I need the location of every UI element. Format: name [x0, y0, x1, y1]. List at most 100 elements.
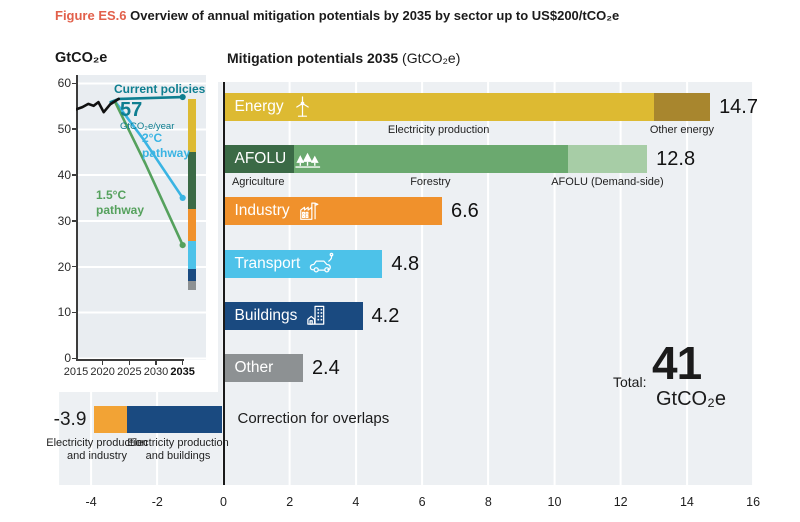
- inset-x-tick-2015: 2015: [63, 366, 89, 378]
- inset-y-tick-10: 10: [57, 305, 71, 320]
- bar-segment: [293, 145, 568, 174]
- inset-y-tick-50: 50: [57, 122, 71, 137]
- inset-y-tick-0: 0: [64, 351, 71, 366]
- value-label-other: 2.4: [311, 357, 340, 379]
- x-tick-2: 2: [286, 495, 294, 509]
- zero-axis-line: [222, 82, 225, 485]
- wind-turbine-icon: [292, 95, 313, 119]
- x-tick--4: -4: [85, 495, 97, 509]
- x-tick-4: 4: [352, 495, 360, 509]
- inset-plot-area: [76, 75, 206, 360]
- inset-y-tickmark: [71, 82, 76, 85]
- wedge-afolu: [188, 152, 196, 210]
- value-label-transport: 4.8: [391, 252, 420, 275]
- bar-label-text: AFOLU: [234, 150, 287, 168]
- bar-label-text: Energy: [234, 98, 284, 115]
- bar-label-text: Transport: [234, 254, 301, 272]
- bar-segment: [224, 354, 303, 382]
- inset-x-tickmark: [181, 360, 184, 365]
- car-icon: [308, 252, 337, 276]
- series-end-dot: [179, 194, 186, 201]
- value-label-afolu: 12.8: [656, 148, 696, 171]
- x-tick-12: 12: [613, 495, 628, 509]
- inset-lines-svg: [76, 93, 186, 249]
- bar-buildings: Buildings: [224, 301, 363, 330]
- bar-segment: [224, 249, 383, 278]
- value-label-buildings: 4.2: [371, 304, 400, 327]
- trees-icon: [294, 150, 323, 169]
- wedge-transport: [188, 241, 196, 269]
- x-tick--2: -2: [151, 495, 163, 509]
- bar-segment: [653, 93, 711, 121]
- correction-segment: [127, 406, 223, 433]
- building-icon: [305, 303, 328, 328]
- bar-industry: Industry: [224, 197, 442, 226]
- bar-segment: [224, 145, 294, 174]
- inset-x-tickmark: [128, 360, 131, 365]
- inset-y-axis-label: GtCO₂e: [55, 50, 108, 66]
- factory-icon: [298, 199, 322, 223]
- value-label-industry: 6.6: [450, 200, 479, 223]
- inset-y-tickmark: [71, 265, 76, 268]
- figure-title-text: Overview of annual mitigation potentials…: [130, 8, 620, 23]
- inset-x-tickmark: [155, 360, 157, 365]
- value-label-energy: 14.7: [719, 96, 758, 118]
- main-chart-title-bold: Mitigation potentials 2035: [227, 50, 399, 66]
- inset-x-tick-2020: 2020: [90, 366, 115, 378]
- bar-label-afolu: AFOLU: [235, 145, 324, 173]
- wedge-energy: [188, 99, 196, 153]
- figure-tag: Figure ES.6: [55, 8, 127, 23]
- inset-x-tick-2030: 2030: [143, 366, 169, 378]
- bar-label-transport: Transport: [235, 250, 338, 278]
- x-tick-14: 14: [679, 495, 694, 509]
- inset-y-tick-60: 60: [57, 76, 71, 91]
- segment-label: Other energy: [649, 124, 715, 136]
- inset-y-tickmark: [71, 311, 76, 314]
- figure-title: Figure ES.6 Overview of annual mitigatio…: [55, 8, 619, 23]
- annotation-57: 57: [120, 99, 143, 121]
- wedge-buildings: [188, 268, 196, 282]
- bar-segment: [224, 197, 442, 226]
- annotation-57-unit: GtCO₂e/year: [120, 121, 175, 132]
- inset-y-tick-30: 30: [57, 213, 71, 228]
- bar-afolu: AFOLU: [224, 145, 648, 174]
- two-deg-pathway-label: 2°C pathway: [142, 131, 191, 160]
- main-chart-title: Mitigation potentials 2035 (GtCO₂e): [227, 50, 460, 66]
- total-value: 41: [652, 337, 702, 389]
- bar-label-energy: Energy: [235, 93, 313, 121]
- inset-x-tick-2035: 2035: [170, 366, 195, 378]
- bar-label-industry: Industry: [235, 197, 322, 225]
- inset-y-tickmark: [71, 357, 76, 360]
- x-tick-16: 16: [746, 495, 761, 509]
- inset-y-tickmark: [71, 174, 76, 176]
- inset-y-axis: [76, 75, 78, 361]
- segment-label: Agriculture: [231, 176, 285, 189]
- inset-x-tickmark: [101, 360, 104, 365]
- series-historical: [76, 97, 121, 114]
- bar-label-text: Industry: [234, 202, 290, 220]
- x-tick-6: 6: [418, 495, 426, 509]
- segment-label: AFOLU (Demand-side): [551, 176, 664, 189]
- one-five-deg-pathway-label: 1.5°C pathway: [96, 188, 145, 217]
- current-policies-label: Current policies: [114, 82, 206, 96]
- segment-label: Electricity production: [387, 124, 490, 136]
- correction-segment-label: Electricity production and industry: [46, 437, 148, 463]
- inset-y-tick-40: 40: [57, 167, 71, 182]
- wedge-other: [188, 281, 196, 290]
- bar-label-text: Other: [234, 359, 274, 376]
- series-end-dot: [179, 241, 186, 249]
- bar-other: Other: [224, 354, 303, 382]
- mitigation-wedge-bar: [188, 99, 196, 290]
- correction-value: -3.9: [53, 409, 87, 430]
- bar-label-text: Buildings: [234, 306, 298, 324]
- segment-label: Forestry: [410, 176, 451, 189]
- correction-bar: [94, 406, 223, 433]
- bar-segment: [224, 301, 363, 330]
- bar-label-other: Other: [235, 354, 274, 382]
- x-tick-8: 8: [484, 495, 492, 509]
- inset-x-axis: [76, 359, 184, 361]
- inset-y-tick-20: 20: [57, 259, 71, 274]
- bar-label-buildings: Buildings: [235, 302, 329, 330]
- x-tick-10: 10: [547, 495, 562, 509]
